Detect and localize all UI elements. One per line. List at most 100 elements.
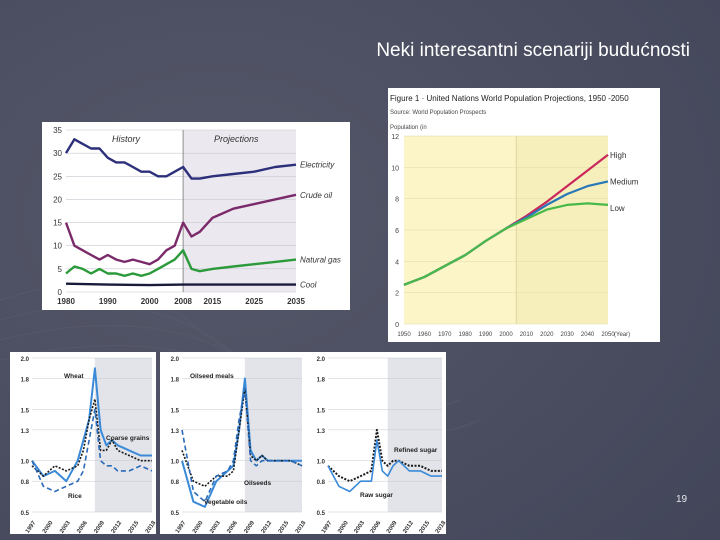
legend-label: High: [610, 151, 626, 160]
series-label: Oilseeds: [244, 480, 271, 487]
y-tick-label: 15: [53, 219, 62, 228]
series-line-vegetable-oils: [181, 388, 303, 503]
legend-label: Natural gas: [300, 256, 341, 265]
y-tick-label: 1.5: [171, 408, 180, 414]
series-label: Raw sugar: [360, 492, 393, 499]
x-tick-label: 2035: [287, 297, 305, 306]
projection-shading: [183, 130, 296, 292]
series-label: Vegetable oils: [204, 499, 248, 506]
series-label: Oilseed meals: [190, 373, 234, 380]
x-tick-label: 2025: [245, 297, 263, 306]
slide-title: Neki interesantni scenariji budućnosti: [376, 40, 690, 61]
y-tick-label: 1.3: [317, 429, 326, 435]
projection-shading: [94, 358, 152, 512]
y-tick-label: 0.5: [21, 511, 30, 517]
x-tick-label: 2040: [581, 332, 595, 338]
x-tick-label: 1990: [99, 297, 117, 306]
y-tick-label: 1.0: [317, 460, 326, 466]
y-tick-label: 0: [395, 322, 399, 329]
y-tick-label: 0: [58, 288, 63, 297]
y-tick-label: 0.5: [317, 511, 326, 517]
y-tick-label: 35: [53, 126, 62, 135]
y-axis-label: Population (in: [390, 125, 427, 131]
y-tick-label: 10: [391, 165, 399, 172]
series-label: Wheat: [64, 373, 84, 380]
series-line-refined-sugar: [327, 428, 442, 483]
y-tick-label: 2.0: [317, 357, 326, 363]
series-line-cool: [65, 282, 296, 287]
series-line-coarse-grains: [31, 398, 152, 477]
x-tick-label: 2018: [145, 520, 156, 534]
projection-shading: [387, 358, 442, 512]
y-tick-label: 25: [53, 172, 62, 181]
series-line-low: [403, 202, 609, 286]
figure-source: Source: World Population Prospects: [390, 110, 486, 116]
x-tick-label: 1970: [438, 332, 452, 338]
x-tick-label: 2050: [601, 332, 615, 338]
x-tick-label: 2018: [435, 520, 446, 534]
projection-shading: [244, 358, 302, 512]
series-line-crude-oil: [64, 193, 297, 266]
x-tick-label: 2030: [561, 332, 575, 338]
y-tick-label: 1.0: [21, 460, 30, 466]
y-tick-label: 1.0: [171, 460, 180, 466]
figure-title: Figure 1 · United Nations World Populati…: [390, 94, 629, 103]
x-tick-label: 2000: [141, 297, 159, 306]
y-tick-label: 1.8: [171, 378, 180, 384]
x-tick-label: 1980: [459, 332, 473, 338]
series-line-raw-sugar: [327, 439, 442, 493]
x-tick-label: 2018: [295, 520, 306, 534]
y-tick-label: 1.3: [171, 429, 180, 435]
y-tick-label: 0.8: [317, 480, 326, 486]
y-tick-label: 1.5: [21, 408, 30, 414]
y-tick-label: 4: [395, 259, 399, 266]
legend-label: Electricity: [300, 161, 335, 170]
x-tick-label: 2010: [520, 332, 534, 338]
x-tick-label: 1980: [57, 297, 75, 306]
y-tick-label: 5: [58, 265, 63, 274]
series-line-natural-gas: [65, 249, 297, 277]
annotation-projections: Projections: [214, 134, 259, 144]
legend-label: Medium: [610, 177, 639, 186]
annotation-history: History: [112, 134, 141, 144]
y-tick-label: 8: [395, 197, 399, 204]
x-tick-label: 2015: [203, 297, 221, 306]
series-line-rice: [31, 408, 153, 493]
series-label: Refined sugar: [394, 447, 438, 454]
x-tick-label: 1960: [418, 332, 432, 338]
y-tick-label: 0.8: [171, 480, 180, 486]
y-tick-label: 2.0: [21, 357, 30, 363]
series-line-electricity: [64, 138, 297, 180]
y-tick-label: 0.8: [21, 480, 30, 486]
y-tick-label: 20: [53, 195, 62, 204]
y-tick-label: 1.3: [21, 429, 30, 435]
y-tick-label: 1.8: [317, 378, 326, 384]
population-chart: Figure 1 · United Nations World Populati…: [388, 88, 660, 342]
legend-label: Cool: [300, 281, 317, 290]
x-tick-label: 2000: [499, 332, 513, 338]
legend-label: Low: [610, 204, 625, 213]
y-tick-label: 6: [395, 228, 399, 235]
y-tick-label: 10: [53, 242, 62, 251]
x-axis-label: (Year): [614, 332, 630, 338]
y-tick-label: 30: [53, 149, 62, 158]
x-tick-label: 2008: [174, 297, 192, 306]
x-tick-label: 1950: [397, 332, 411, 338]
x-tick-label: 2020: [540, 332, 554, 338]
series-label: Rice: [68, 493, 82, 500]
y-tick-label: 1.5: [317, 408, 326, 414]
y-tick-label: 1.8: [21, 378, 30, 384]
series-line-wheat: [31, 367, 152, 483]
y-tick-label: 0.5: [171, 511, 180, 517]
y-tick-label: 2: [395, 291, 399, 298]
y-tick-label: 2.0: [171, 357, 180, 363]
page-number: 19: [676, 494, 688, 505]
y-tick-label: 12: [391, 134, 399, 141]
legend-label: Crude oil: [300, 191, 332, 200]
series-label: Coarse grains: [106, 435, 150, 442]
x-tick-label: 1990: [479, 332, 493, 338]
